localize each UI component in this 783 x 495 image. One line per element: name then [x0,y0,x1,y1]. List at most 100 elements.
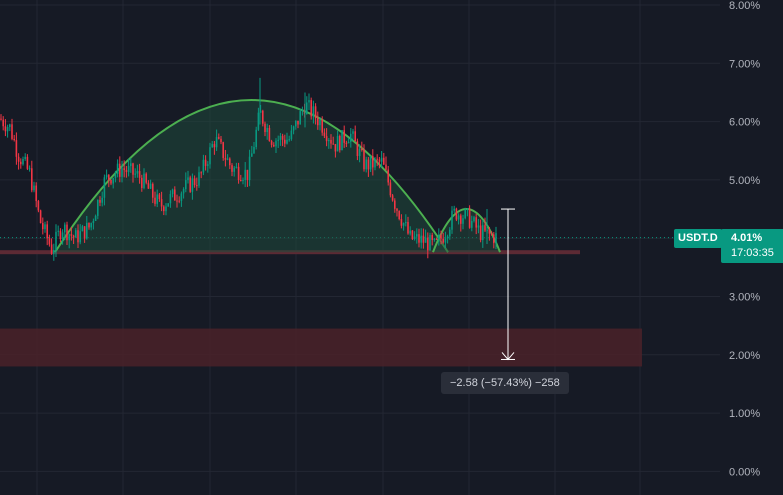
candle-body [224,157,227,160]
candle [198,166,200,188]
candle-body [2,119,4,127]
candle [420,228,422,249]
candle [220,136,222,145]
candle-body [182,189,185,194]
candle [334,143,337,158]
candle-body [268,127,271,142]
candle-body [336,136,339,152]
y-tick-label: 8.00% [729,0,760,12]
candle [244,162,246,188]
candle-body [229,158,231,166]
candle-body [4,126,7,132]
candle-body [149,183,152,189]
candle-body [453,208,455,211]
candle-body [200,172,202,174]
candle-body [213,144,216,148]
candle [26,154,29,171]
candle-body [218,137,220,139]
candle-body [6,126,9,132]
candle [105,169,108,180]
candle [196,177,198,191]
candle [323,128,326,139]
candle [336,130,339,152]
candle [308,93,310,111]
candle [495,226,497,250]
candle [409,226,411,236]
candle-body [35,185,37,202]
candle-body [332,143,334,145]
candle-body [449,229,451,237]
candle-body [31,168,33,191]
candle-body [262,110,264,124]
candle-body [160,199,163,207]
candle [358,144,361,163]
candle [253,141,255,154]
candle [433,237,436,242]
candle-body [145,173,147,183]
candle-body [90,223,92,228]
candle-body [33,185,35,191]
candle-body [451,210,453,230]
candle-body [237,166,240,180]
candle-body [288,139,290,141]
candle-body [240,179,242,181]
candle [407,216,409,235]
candle-body [405,222,407,224]
candle [424,229,427,243]
candle-body [427,237,429,251]
candle [77,224,79,249]
candle-body [385,164,387,170]
candle [387,166,389,186]
candle [20,158,22,169]
candle [398,210,400,221]
candle [444,231,447,249]
candle [169,190,172,208]
candle [391,193,394,202]
candle [312,100,315,124]
candle-body [310,100,312,117]
candle-body [464,209,466,219]
candle-body [273,144,275,147]
candle-body [292,126,295,131]
y-tick-label: 5.00% [729,175,760,187]
candle [108,174,110,188]
candle-body [154,197,156,204]
candle [418,228,420,248]
candle [99,196,101,207]
candle [237,162,240,184]
candle [297,120,299,129]
candle-body [171,189,174,195]
candle-body [202,159,205,173]
candle-body [284,139,286,144]
candle [134,168,136,178]
candle-body [345,142,348,144]
candle [130,158,132,173]
candle [339,134,341,153]
candle [64,222,66,241]
candle [343,125,345,148]
last-price-tag: 4.01% 17:03:35 [721,229,783,263]
candle-body [306,102,308,115]
candle-body [57,230,59,232]
candle [15,132,18,165]
candle [416,228,418,244]
candle-body [396,208,398,211]
candle [6,124,9,138]
candle [160,191,163,212]
target-zone-layer [0,237,720,367]
candle-body [270,141,273,145]
candle-body [39,210,42,224]
candle-body [20,161,22,165]
candle [92,218,95,230]
candle-body [68,234,70,241]
candle-body [442,238,444,243]
candle [473,215,475,223]
candle-body [321,119,323,133]
candle-body [26,156,29,169]
candle [288,135,290,142]
candle [138,163,141,184]
candle [147,180,150,189]
candle-body [347,141,350,144]
candle-body [24,156,26,159]
